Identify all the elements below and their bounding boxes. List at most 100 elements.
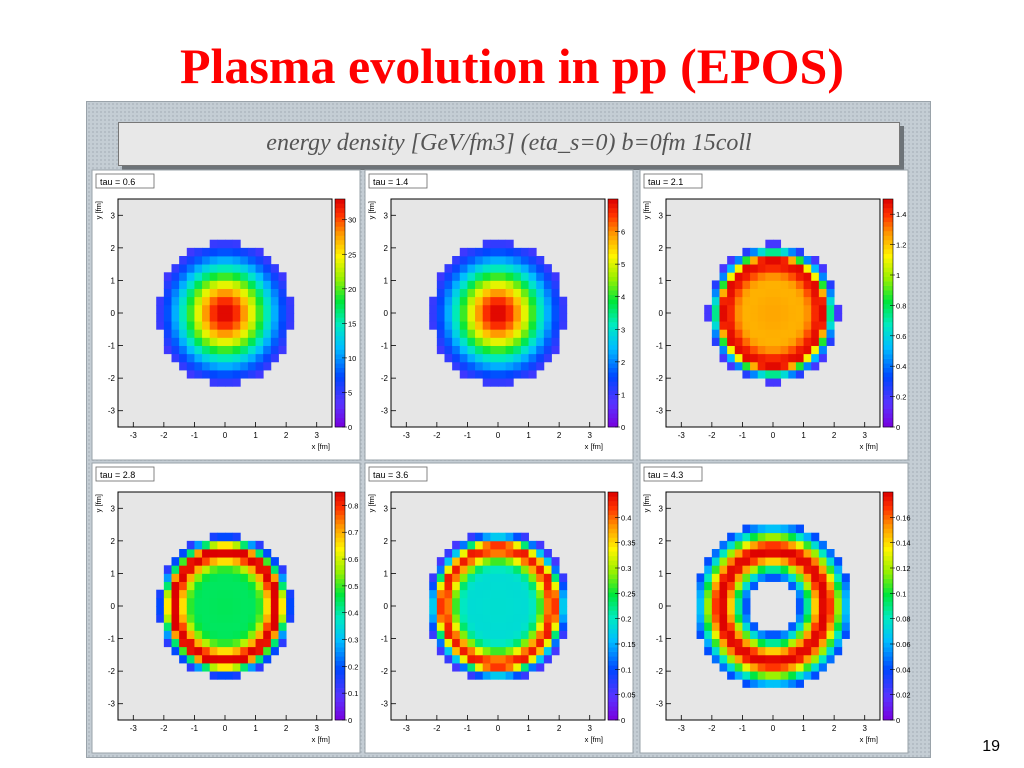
- heatmap-cell: [505, 329, 514, 338]
- heatmap-cell: [247, 622, 256, 631]
- heatmap-cell: [498, 630, 507, 639]
- heatmap-cell: [270, 296, 279, 306]
- heatmap-cell: [818, 589, 827, 599]
- heatmap-cell: [429, 606, 438, 615]
- heatmap-cell: [818, 313, 827, 322]
- heatmap-cell: [186, 606, 195, 615]
- colorbar-band: [883, 212, 893, 218]
- heatmap-cell: [255, 638, 264, 648]
- x-tick-label: -3: [130, 431, 138, 440]
- heatmap-cell: [452, 565, 461, 574]
- y-tick-label: 3: [659, 211, 664, 220]
- colorbar-band: [883, 510, 893, 516]
- heatmap-cell: [757, 247, 766, 257]
- heatmap-cell: [750, 361, 759, 371]
- colorbar-band: [883, 363, 893, 369]
- colorbar-band: [608, 230, 618, 236]
- heatmap-cell: [513, 589, 522, 599]
- heatmap-cell: [696, 622, 705, 631]
- heatmap-cell: [467, 663, 476, 672]
- colorbar-band: [335, 276, 345, 282]
- heatmap-cell: [505, 573, 514, 582]
- colorbar-band: [883, 253, 893, 259]
- heatmap-cell: [194, 597, 203, 607]
- heatmap-cell: [247, 654, 256, 664]
- heatmap-cell: [232, 549, 241, 558]
- heatmap-cell: [711, 557, 720, 566]
- heatmap-cell: [225, 337, 234, 346]
- heatmap-cell: [482, 622, 491, 631]
- heatmap-cell: [750, 549, 759, 558]
- heatmap-cell: [459, 557, 468, 566]
- heatmap-cell: [498, 663, 507, 672]
- colorbar-band: [883, 240, 893, 245]
- colorbar-band: [883, 701, 893, 707]
- heatmap-cell: [520, 663, 529, 672]
- heatmap-cell: [543, 606, 552, 615]
- heatmap-cell: [202, 549, 211, 558]
- x-tick-label: 2: [284, 431, 289, 440]
- heatmap-cell: [482, 549, 491, 558]
- heatmap-cell: [209, 378, 218, 387]
- colorbar-band: [608, 344, 618, 350]
- heatmap-cell: [551, 622, 560, 631]
- heatmap-cell: [232, 280, 241, 289]
- x-tick-label: -1: [464, 724, 472, 733]
- heatmap-cell: [727, 638, 736, 648]
- heatmap-cell: [217, 288, 226, 298]
- heatmap-cell: [163, 296, 172, 306]
- heatmap-cell: [255, 304, 264, 314]
- heatmap-cell: [536, 663, 545, 672]
- heatmap-cell: [513, 337, 522, 346]
- heatmap-cell: [202, 256, 211, 265]
- heatmap-cell: [436, 597, 445, 607]
- heatmap-cell: [240, 280, 249, 289]
- heatmap-cell: [520, 565, 529, 574]
- heatmap-cell: [513, 671, 522, 680]
- heatmap-cell: [255, 321, 264, 330]
- heatmap-cell: [811, 663, 820, 672]
- heatmap-cell: [240, 296, 249, 306]
- heatmap-cell: [490, 239, 499, 249]
- heatmap-cell: [467, 646, 476, 656]
- heatmap-cell: [543, 630, 552, 639]
- heatmap-cell: [704, 606, 713, 615]
- colorbar-band: [335, 258, 345, 264]
- heatmap-cell: [757, 345, 766, 355]
- heatmap-cell: [551, 296, 560, 306]
- heatmap-cell: [179, 589, 188, 599]
- heatmap-cell: [513, 272, 522, 281]
- colorbar-band: [335, 583, 345, 589]
- heatmap-cell: [194, 329, 203, 338]
- heatmap-cell: [765, 663, 774, 672]
- heatmap-cell: [429, 321, 438, 330]
- heatmap-cell: [818, 272, 827, 281]
- heatmap-cell: [513, 630, 522, 639]
- heatmap-cell: [202, 337, 211, 346]
- heatmap-cell: [286, 296, 295, 306]
- y-tick-label: -1: [656, 342, 664, 351]
- heatmap-cell: [536, 329, 545, 338]
- heatmap-cell: [482, 321, 491, 330]
- heatmap-cell: [742, 337, 751, 346]
- heatmap-cell: [765, 321, 774, 330]
- heatmap-cell: [520, 329, 529, 338]
- heatmap-cell: [727, 540, 736, 550]
- x-tick-label: 1: [253, 431, 258, 440]
- heatmap-cell: [263, 573, 272, 582]
- heatmap-cell: [436, 630, 445, 639]
- heatmap-cell: [459, 549, 468, 558]
- heatmap-cell: [225, 345, 234, 355]
- heatmap-cell: [232, 581, 241, 591]
- heatmap-cell: [780, 557, 789, 566]
- heatmap-cell: [727, 663, 736, 672]
- heatmap-cell: [225, 247, 234, 257]
- heatmap-cell: [286, 614, 295, 623]
- heatmap-cell: [811, 280, 820, 289]
- heatmap-cell: [217, 614, 226, 623]
- heatmap-cell: [225, 573, 234, 582]
- heatmap-cell: [742, 532, 751, 542]
- heatmap-cell: [742, 573, 751, 582]
- heatmap-cell: [498, 256, 507, 265]
- heatmap-cell: [179, 573, 188, 582]
